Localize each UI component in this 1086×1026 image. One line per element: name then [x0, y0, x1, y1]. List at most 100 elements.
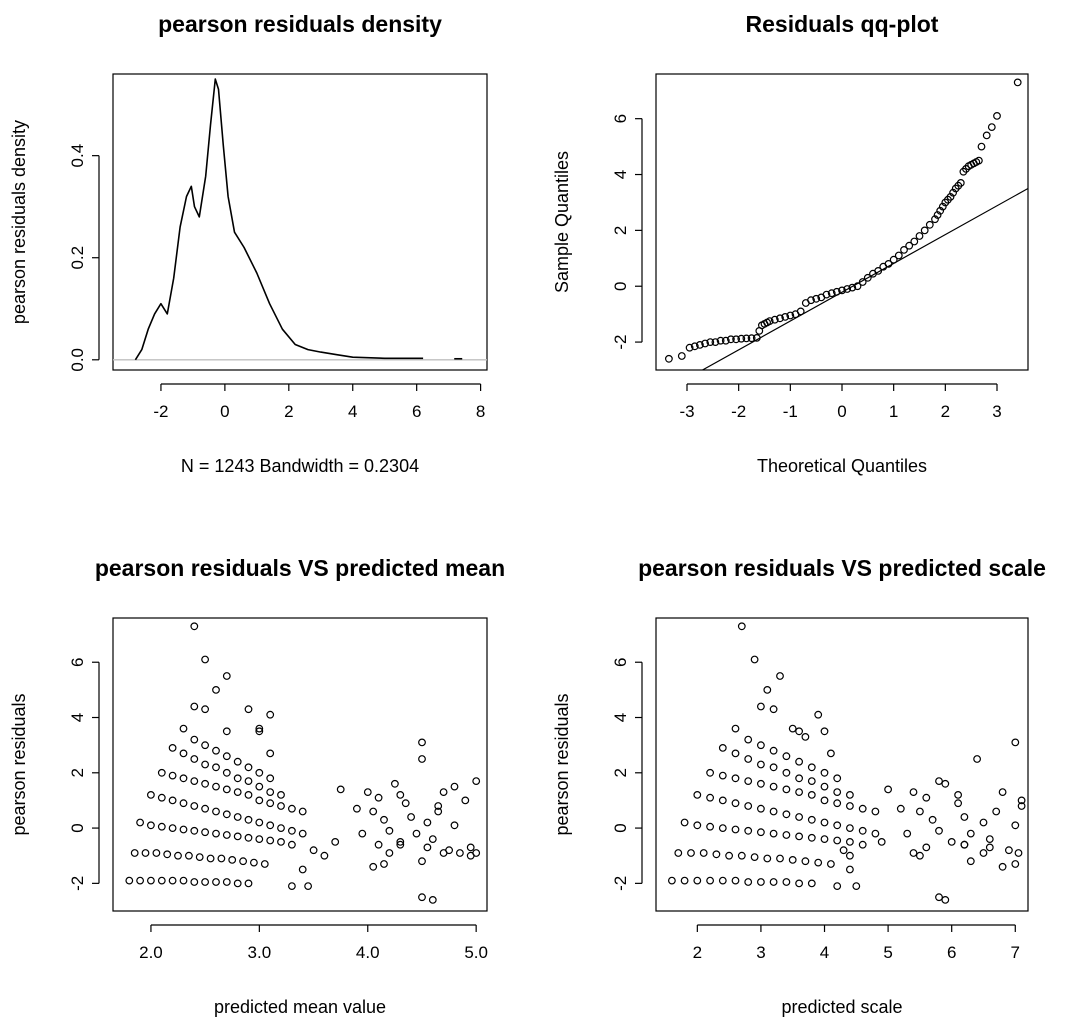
data-point — [858, 826, 867, 835]
data-point — [946, 192, 955, 201]
x-tick-label: 3 — [756, 943, 765, 962]
data-point — [385, 826, 394, 835]
data-point — [909, 788, 918, 796]
y-tick-label: 2 — [611, 226, 630, 235]
data-point — [179, 749, 188, 758]
plot-area — [125, 622, 481, 904]
data-point — [973, 755, 981, 763]
data-point — [685, 343, 694, 352]
data-point — [277, 802, 285, 810]
data-point — [935, 777, 943, 785]
data-point — [277, 791, 285, 799]
data-point — [858, 804, 867, 813]
data-point — [179, 799, 188, 808]
data-point — [936, 206, 945, 215]
data-point — [763, 854, 772, 863]
qq-plot-panel: -3 -2 -1 0 1 2 3 -2 0 2 4 6 Residuals qq-plot Theoret… — [552, 11, 1029, 476]
data-point — [184, 851, 193, 860]
data-point — [871, 807, 880, 816]
y-tick-label: 2 — [68, 768, 87, 777]
data-point — [833, 788, 842, 796]
data-point — [201, 878, 210, 886]
data-point — [954, 791, 962, 799]
data-point — [693, 876, 702, 885]
data-point — [718, 876, 727, 885]
data-point — [233, 879, 242, 888]
data-point — [757, 878, 765, 886]
data-point — [846, 865, 854, 874]
data-point — [266, 821, 275, 830]
data-point — [731, 749, 740, 758]
y-tick-label: 6 — [611, 114, 630, 123]
data-point — [1014, 849, 1023, 857]
data-point — [244, 763, 253, 772]
data-point — [795, 813, 803, 821]
data-point — [769, 807, 778, 816]
data-point — [125, 876, 134, 885]
y-tick-label: -2 — [611, 876, 630, 891]
data-point — [949, 188, 957, 197]
data-point — [450, 782, 459, 791]
data-point — [288, 804, 296, 813]
data-point — [255, 727, 264, 736]
data-point — [396, 791, 405, 799]
data-point — [190, 622, 199, 631]
data-point — [168, 744, 177, 752]
data-point — [277, 838, 285, 846]
data-point — [255, 782, 264, 791]
data-point — [725, 851, 733, 860]
data-point — [744, 878, 753, 886]
data-point — [266, 799, 275, 808]
data-point — [757, 779, 765, 788]
data-point — [674, 849, 683, 857]
y-tick-label: 0.0 — [68, 348, 87, 372]
data-point — [782, 878, 791, 886]
x-axis-label: predicted mean value — [214, 997, 386, 1017]
data-point — [412, 829, 421, 838]
data-point — [233, 832, 242, 841]
data-point — [190, 826, 199, 835]
data-point — [212, 878, 220, 886]
data-point — [266, 774, 275, 783]
data-point — [846, 802, 854, 810]
data-point — [747, 334, 756, 343]
y-tick-label: 2 — [611, 768, 630, 777]
x-axis-label: predicted scale — [781, 997, 902, 1017]
data-point — [222, 672, 231, 680]
data-point — [731, 825, 740, 834]
data-point — [922, 843, 931, 852]
data-point — [896, 804, 905, 813]
data-point — [201, 760, 210, 769]
data-point — [731, 774, 740, 783]
data-point — [938, 202, 947, 211]
data-point — [428, 835, 437, 843]
data-point — [374, 840, 383, 849]
data-point — [782, 752, 791, 761]
data-point — [712, 850, 721, 859]
data-point — [461, 796, 470, 805]
data-point — [320, 851, 329, 860]
data-point — [795, 832, 803, 841]
data-point — [201, 655, 210, 664]
data-point — [858, 840, 867, 849]
data-point — [1017, 796, 1026, 805]
data-point — [298, 829, 307, 838]
data-point — [795, 757, 803, 766]
data-point — [744, 826, 753, 835]
data-point — [820, 835, 829, 843]
data-point — [737, 622, 746, 631]
data-point — [1011, 738, 1020, 747]
data-point — [903, 829, 912, 838]
x-tick-label: 3 — [992, 402, 1001, 421]
data-point — [434, 807, 443, 816]
data-point — [222, 752, 231, 761]
plot-area — [665, 78, 1028, 370]
x-axis-label: N = 1243 Bandwidth = 0.2304 — [181, 456, 419, 476]
data-point — [168, 824, 177, 832]
data-point — [744, 777, 753, 785]
data-point — [770, 315, 779, 324]
data-point — [846, 838, 854, 846]
data-point — [157, 876, 166, 885]
data-point — [380, 815, 388, 824]
data-point — [407, 813, 416, 821]
